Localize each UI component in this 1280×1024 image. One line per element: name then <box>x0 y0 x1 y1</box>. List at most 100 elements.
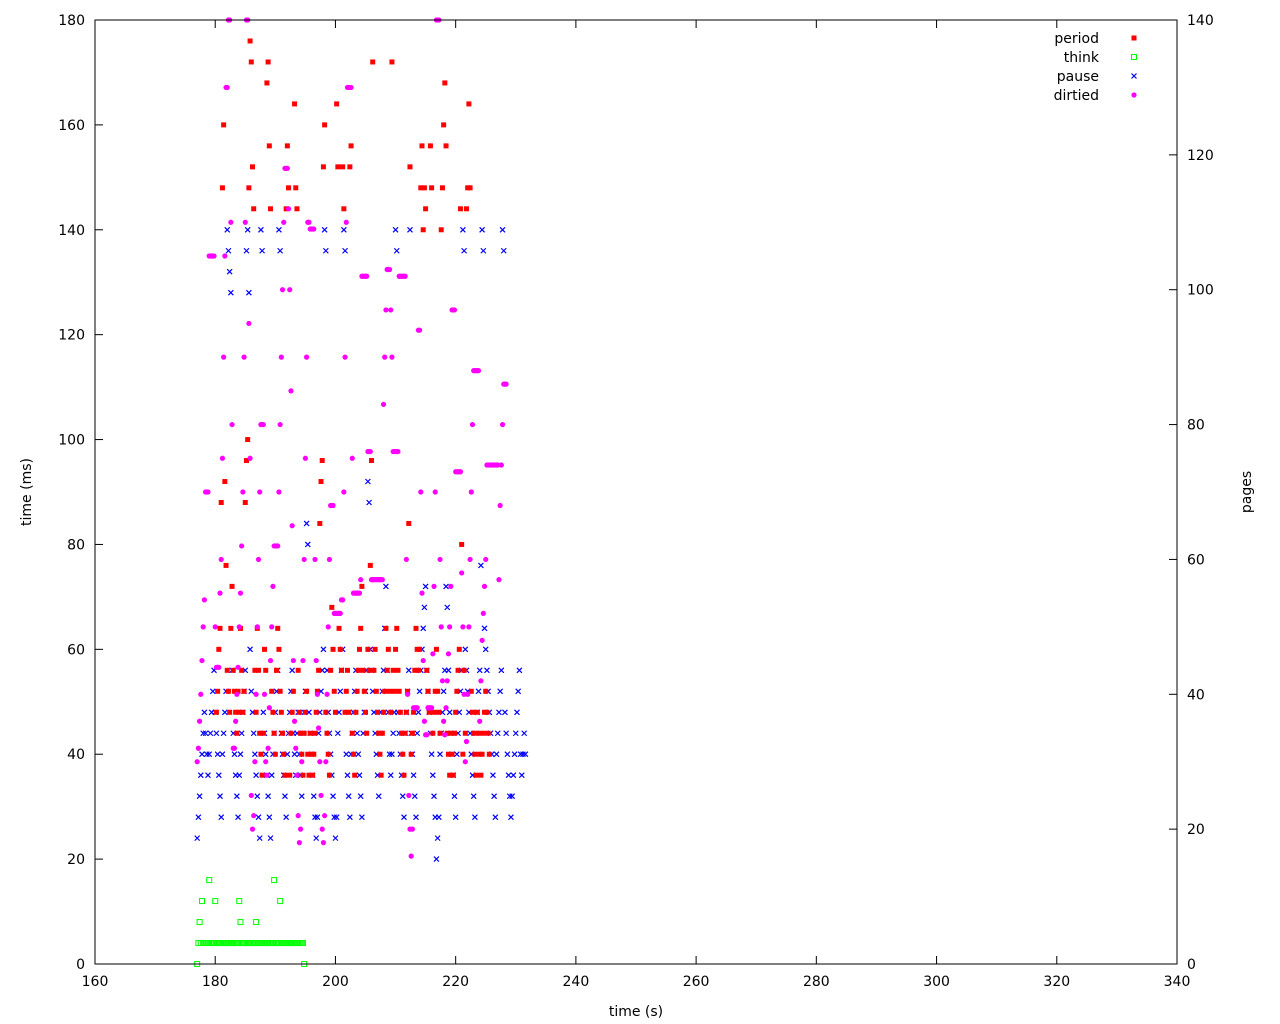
period-point <box>383 625 389 631</box>
pause-point <box>514 709 520 716</box>
pause-point <box>516 667 523 674</box>
dirtied-point <box>420 657 426 664</box>
period-point <box>296 709 302 715</box>
period-point <box>462 730 468 736</box>
y-tick-label: 80 <box>67 537 85 553</box>
pause-point <box>476 667 483 674</box>
pause-point <box>237 751 244 758</box>
pause-point <box>265 793 272 800</box>
dirtied-point <box>448 583 454 590</box>
dirtied-point <box>419 590 425 596</box>
period-point <box>429 185 435 191</box>
dirtied-point <box>479 637 485 643</box>
period-point <box>430 730 436 736</box>
period-point <box>313 709 319 715</box>
pause-point <box>479 226 486 233</box>
dirtied-point <box>291 718 298 724</box>
pause-point <box>446 709 453 716</box>
period-point <box>222 479 228 485</box>
pause-point <box>481 625 488 632</box>
period-point <box>269 688 275 694</box>
series-period <box>213 38 492 778</box>
dirtied-point <box>431 583 437 590</box>
dirtied-point <box>236 624 242 630</box>
period-point <box>326 772 332 778</box>
period-point <box>330 646 336 652</box>
dirtied-point <box>349 455 355 461</box>
pause-point <box>332 835 339 842</box>
period-point <box>431 709 437 715</box>
dirtied-point <box>403 556 409 563</box>
y2-tick-label: 40 <box>1187 687 1205 703</box>
period-point <box>486 751 492 757</box>
dirtied-point <box>417 327 423 333</box>
period-point <box>433 646 439 652</box>
dirtied-point <box>239 543 245 549</box>
dirtied-point <box>418 489 424 495</box>
period-point <box>399 730 405 736</box>
think-point <box>206 877 213 884</box>
period-point <box>240 709 246 715</box>
period-point <box>447 772 453 778</box>
period-point <box>324 730 330 736</box>
period-point <box>457 206 463 212</box>
dirtied-point <box>219 455 226 461</box>
period-point <box>381 709 387 715</box>
period-point <box>359 583 365 589</box>
pause-point <box>389 751 395 758</box>
dirtied-point <box>432 489 438 495</box>
x-tick-label: 340 <box>1164 974 1191 990</box>
dirtied-point <box>277 421 283 428</box>
dirtied-point <box>324 691 330 697</box>
pause-point <box>244 226 251 233</box>
dirtied-point <box>253 691 259 697</box>
pause-point <box>206 751 213 758</box>
pause-point <box>313 835 320 842</box>
pause-point <box>496 709 502 716</box>
dirtied-point <box>461 691 467 697</box>
period-point <box>246 185 252 191</box>
pause-point <box>320 646 327 653</box>
pause-point <box>521 730 528 737</box>
dirtied-point <box>260 421 266 428</box>
period-point <box>251 206 257 212</box>
dirtied-point <box>234 691 240 697</box>
period-point <box>230 667 236 673</box>
pause-point <box>310 793 317 800</box>
dirtied-point <box>211 253 217 259</box>
period-point <box>456 646 462 652</box>
period-point <box>365 646 371 652</box>
period-point <box>424 667 430 673</box>
dirtied-point <box>386 266 393 273</box>
dirtied-point <box>254 624 260 630</box>
period-point <box>265 59 271 65</box>
dirtied-point <box>249 826 256 832</box>
period-point <box>361 688 367 694</box>
pause-point <box>491 793 498 800</box>
dirtied-point <box>199 657 205 664</box>
period-point <box>322 122 328 128</box>
x-tick-label: 160 <box>82 974 109 990</box>
period-point <box>472 751 478 757</box>
dirtied-point <box>326 556 333 563</box>
period-point <box>406 520 412 526</box>
dirtied-point <box>235 664 241 670</box>
dirtied-point <box>495 462 501 468</box>
pause-point <box>443 583 449 590</box>
think-point <box>299 940 306 947</box>
period-point <box>225 688 231 694</box>
period-point <box>401 772 407 778</box>
pause-point <box>194 835 201 842</box>
pause-point <box>314 814 321 821</box>
dirtied-point <box>279 287 286 293</box>
period-point <box>331 688 337 694</box>
pause-point <box>250 730 257 737</box>
period-point <box>397 709 403 715</box>
period-point <box>421 185 427 191</box>
period-point <box>389 59 395 65</box>
pause-point <box>207 730 214 737</box>
period-point <box>420 227 426 233</box>
period-point <box>280 730 286 736</box>
pause-point <box>245 289 252 296</box>
pause-point <box>268 772 275 779</box>
